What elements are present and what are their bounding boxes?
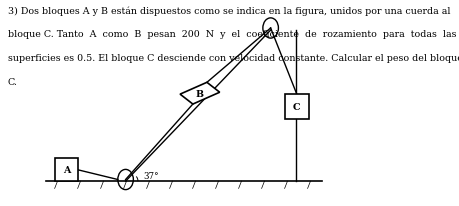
Text: 3) Dos bloques A y B están dispuestos como se indica en la figura, unidos por un: 3) Dos bloques A y B están dispuestos co…	[8, 6, 449, 16]
Text: C.: C.	[8, 77, 17, 86]
Text: A: A	[62, 165, 70, 174]
Text: 37°: 37°	[143, 171, 158, 180]
Text: C: C	[292, 103, 300, 112]
Bar	[284, 95, 308, 119]
Bar	[55, 159, 78, 181]
Polygon shape	[179, 83, 219, 105]
Text: bloque C. Tanto  A  como  B  pesan  200  N  y  el  coeficiente  de  rozamiento  : bloque C. Tanto A como B pesan 200 N y e…	[8, 30, 455, 39]
Text: B: B	[196, 89, 203, 98]
Text: superficies es 0.5. El bloque C desciende con velocidad constante. Calcular el p: superficies es 0.5. El bloque C desciend…	[8, 54, 459, 62]
